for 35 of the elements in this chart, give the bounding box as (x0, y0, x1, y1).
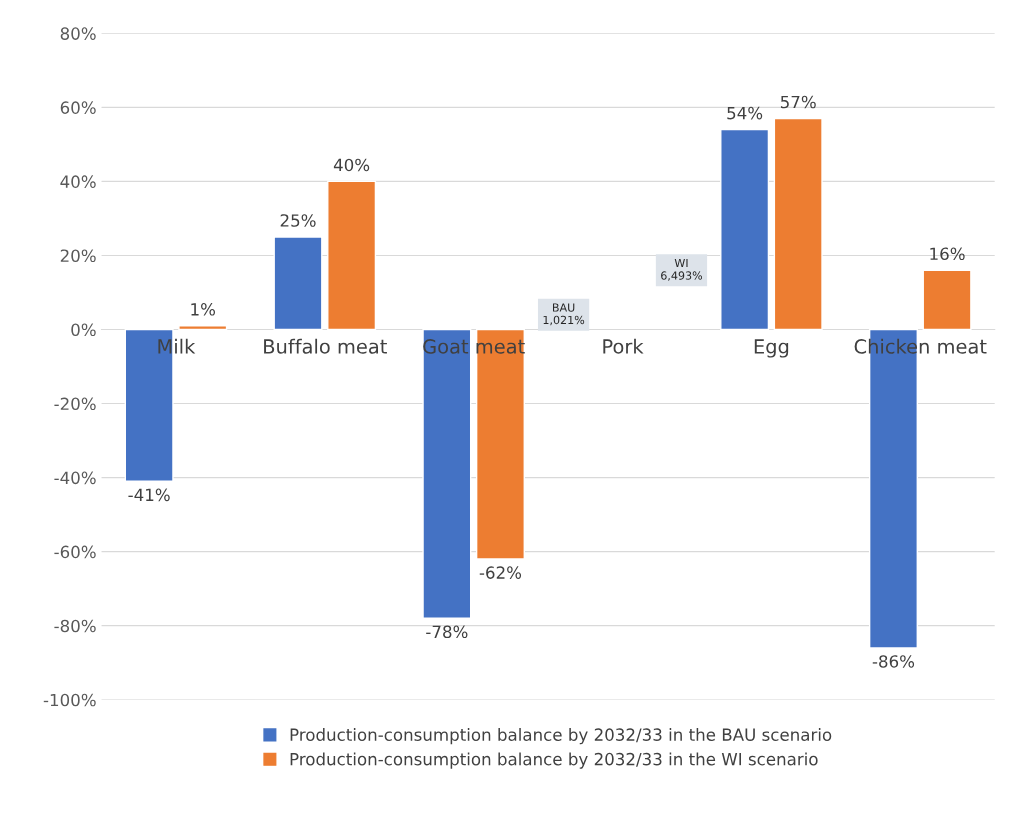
bar (178, 325, 228, 331)
y-tick-label: 40% (60, 175, 96, 188)
y-tick-label: -40% (54, 471, 96, 485)
x-tick-label: Buffalo meat (264, 338, 387, 354)
y-tick-label: -60% (54, 545, 96, 559)
text: WI 6,493% (661, 259, 703, 281)
legend-label: Production-consumption balance by 2032/33 in the WI scenario (290, 752, 818, 769)
data-label: -41% (128, 488, 170, 502)
bar (422, 328, 472, 619)
x-tick-label: Egg (754, 339, 789, 358)
data-label: 25% (280, 214, 316, 227)
bar (273, 236, 323, 331)
data-label: 54% (727, 106, 763, 120)
y-tick-label: 60% (60, 101, 96, 114)
y-tick-label: -80% (54, 619, 96, 633)
data-label: -62% (479, 566, 522, 579)
y-tick-label: 20% (60, 249, 96, 263)
x-tick-label: Pork (603, 338, 644, 354)
y-tick-label: 0% (71, 323, 96, 337)
legend-label: Production-consumption balance by 2032/33 in the BAU scenario (290, 728, 832, 745)
data-label: 57% (780, 95, 816, 109)
bar (720, 128, 770, 331)
bar (922, 269, 972, 331)
y-tick-label: 80% (60, 27, 96, 40)
bar (773, 117, 823, 331)
bar (327, 180, 377, 331)
data-label: 40% (333, 158, 370, 172)
text: BAU 1,021% (543, 303, 585, 326)
bar (475, 328, 525, 560)
data-label: -78% (426, 625, 468, 639)
y-tick-label: -100% (43, 693, 96, 707)
data-label: -86% (872, 655, 915, 668)
y-tick-label: -20% (54, 397, 96, 411)
data-label: 1% (191, 303, 216, 316)
data-label: 16% (930, 247, 965, 261)
